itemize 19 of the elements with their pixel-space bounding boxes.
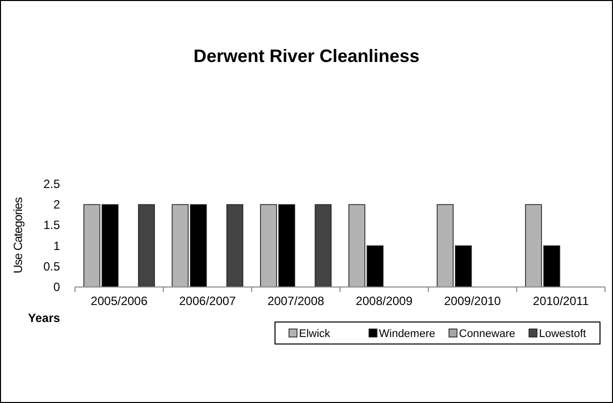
legend-label: Windemere — [379, 328, 436, 340]
x-axis-title: Years — [28, 311, 60, 325]
legend-label: Conneware — [459, 328, 516, 340]
x-tick-label: 2006/2007 — [179, 294, 236, 308]
y-tick-label: 2 — [53, 198, 60, 212]
y-tick-label: 0 — [53, 280, 60, 294]
chart-title: Derwent River Cleanliness — [193, 46, 420, 66]
y-tick-label: 2.5 — [43, 177, 60, 191]
legend-label: Elwick — [299, 328, 331, 340]
x-tick-label: 2008/2009 — [356, 294, 413, 308]
x-tick-label: 2007/2008 — [267, 294, 325, 308]
x-tick-label: 2009/2010 — [444, 294, 502, 308]
y-tick-label: 1.5 — [43, 218, 60, 232]
y-axis-title: Use Categories — [11, 197, 25, 274]
y-tick-label: 1 — [53, 238, 60, 253]
x-tick-label: 2005/2006 — [90, 294, 148, 308]
x-tick-label: 2010/2011 — [532, 294, 590, 308]
legend-label: Lowestoft — [539, 328, 586, 340]
y-tick-label: 0.5 — [43, 259, 60, 274]
